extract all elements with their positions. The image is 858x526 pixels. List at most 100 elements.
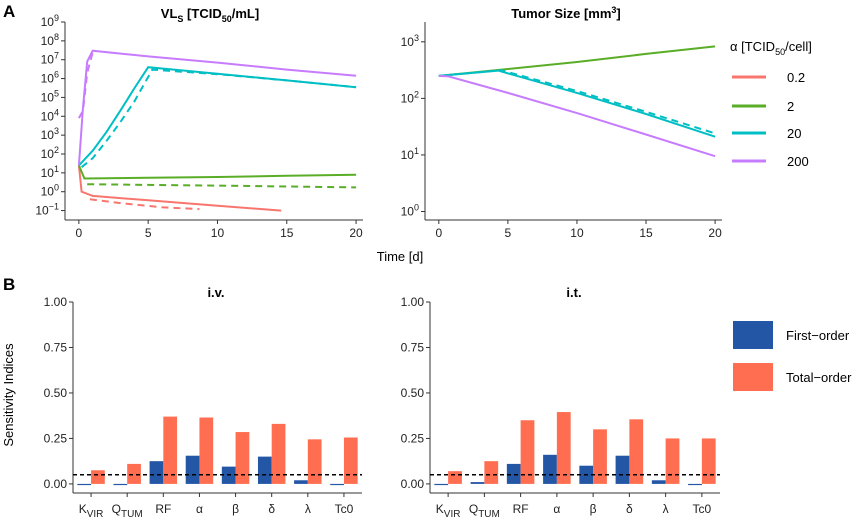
tumor-series-line bbox=[438, 69, 716, 138]
iv-category-label: QTUM bbox=[112, 502, 143, 520]
tumor-y-tick-label: 103 bbox=[401, 33, 419, 49]
iv-bar-first-order bbox=[149, 461, 164, 484]
alpha-legend-title-end: /cell] bbox=[785, 39, 812, 54]
iv-category-label: RF bbox=[155, 502, 171, 516]
it-y-tick-label: 0.50 bbox=[401, 386, 425, 400]
vl-series-line bbox=[77, 49, 357, 166]
iv-bar-first-order bbox=[77, 483, 92, 486]
vl-title-sub1: S bbox=[177, 14, 183, 24]
viral-load-chart: 10−1 100 101 102 103 104 105 106 107 108 109 0 5 10 15… bbox=[35, 13, 363, 240]
vl-x-tick-label: 5 bbox=[145, 226, 152, 240]
iv-y-tick-label: 0.00 bbox=[44, 477, 68, 491]
iv-bar-total-order bbox=[235, 432, 250, 484]
vl-chart-title: VLS [TCID50/mL] bbox=[161, 6, 259, 24]
vl-series-line bbox=[77, 165, 357, 180]
iv-bar-total-order bbox=[307, 439, 322, 484]
tumor-series-line bbox=[438, 74, 716, 158]
iv-bar-total-order bbox=[271, 423, 286, 484]
it-category-label: δ bbox=[626, 502, 633, 516]
vl-x-tick-label: 10 bbox=[211, 226, 225, 240]
vl-y-tick-label: 109 bbox=[41, 13, 59, 29]
vl-y-tick-label: 10−1 bbox=[35, 202, 59, 218]
it-bar-first-order bbox=[615, 455, 630, 484]
it-category-label: λ bbox=[663, 502, 669, 516]
it-sensitivity-chart: 0.00 0.25 0.50 0.75 1.00 KVIR QTUM RF α β δ λ Tc0 bbox=[401, 295, 720, 520]
tumor-y-tick-label: 102 bbox=[401, 89, 419, 105]
it-category-label: Tc0 bbox=[693, 502, 712, 516]
it-bar-total-order bbox=[484, 461, 499, 484]
tumor-chart-title: Tumor Size [mm3] bbox=[511, 5, 621, 21]
it-category-label: α bbox=[553, 502, 560, 516]
alpha-legend-label-0.2: 0.2 bbox=[787, 70, 805, 85]
tumor-x-tick-label: 15 bbox=[639, 226, 653, 240]
it-bar-first-order bbox=[434, 483, 449, 486]
tumor-y-tick-label: 100 bbox=[401, 203, 419, 219]
vl-y-tick-label: 105 bbox=[41, 88, 59, 104]
iv-y-tick-label: 1.00 bbox=[44, 295, 68, 309]
it-bar-total-order bbox=[448, 471, 462, 484]
iv-bar-first-order bbox=[257, 456, 272, 484]
first-order-legend-swatch bbox=[733, 321, 773, 349]
alpha-legend-label-20: 20 bbox=[787, 126, 801, 141]
it-category-label: QTUM bbox=[469, 502, 500, 520]
it-bar-total-order bbox=[556, 412, 571, 484]
panel-label-b: B bbox=[3, 275, 15, 294]
vl-title-sub2: 50 bbox=[222, 14, 232, 24]
tumor-x-tick-label: 5 bbox=[505, 226, 512, 240]
vl-series-line bbox=[89, 198, 200, 211]
it-bar-first-order bbox=[470, 482, 485, 484]
iv-category-label: Tc0 bbox=[335, 502, 354, 516]
iv-bar-first-order bbox=[294, 480, 308, 484]
it-bar-total-order bbox=[665, 438, 680, 484]
vl-title-mid: [TCID bbox=[183, 6, 221, 21]
iv-bar-first-order bbox=[185, 455, 200, 484]
vl-title-end: /mL] bbox=[232, 6, 259, 21]
it-bar-total-order bbox=[593, 429, 607, 484]
vl-y-tick-label: 106 bbox=[41, 70, 59, 86]
iv-sensitivity-chart: 0.00 0.25 0.50 0.75 1.00 KVIR QTUM RF α β δ λ Tc0 bbox=[44, 295, 362, 520]
iv-category-label: α bbox=[196, 502, 203, 516]
it-bar-total-order bbox=[629, 419, 644, 484]
first-order-legend-label: First−order bbox=[786, 328, 850, 343]
alpha-legend: α [TCID50/cell] 0.2 2 20 200 bbox=[730, 39, 812, 169]
iv-bar-total-order bbox=[163, 416, 178, 484]
it-y-tick-label: 0.75 bbox=[401, 340, 425, 354]
alpha-legend-title-sub: 50 bbox=[775, 47, 785, 57]
vl-y-tick-label: 101 bbox=[41, 164, 59, 180]
it-category-label: KVIR bbox=[436, 502, 461, 520]
tumor-title-main: Tumor Size [mm bbox=[511, 6, 611, 21]
it-bar-first-order bbox=[651, 480, 666, 484]
vl-x-tick-label: 15 bbox=[280, 226, 294, 240]
iv-bar-first-order bbox=[330, 483, 344, 486]
vl-series-line bbox=[87, 183, 357, 189]
iv-category-label: β bbox=[232, 502, 239, 516]
vl-title-main: VL bbox=[161, 6, 178, 21]
tumor-size-chart: 100 101 102 103 0 5 10 15 20 bbox=[401, 22, 722, 240]
tumor-title-sup: 3 bbox=[611, 5, 616, 15]
it-category-label: RF bbox=[513, 502, 529, 516]
iv-category-label: KVIR bbox=[79, 502, 104, 520]
it-bar-first-order bbox=[506, 463, 521, 484]
it-bar-total-order bbox=[520, 420, 535, 484]
iv-chart-title: i.v. bbox=[207, 285, 224, 300]
tumor-series-line bbox=[438, 69, 716, 135]
iv-bar-total-order bbox=[343, 437, 358, 484]
iv-y-tick-label: 0.25 bbox=[44, 431, 68, 445]
vl-y-tick-label: 108 bbox=[41, 32, 59, 48]
it-bar-total-order bbox=[701, 438, 716, 484]
alpha-legend-label-2: 2 bbox=[787, 99, 794, 114]
it-y-tick-label: 0.25 bbox=[401, 431, 425, 445]
iv-category-label: λ bbox=[305, 502, 311, 516]
iv-bar-total-order bbox=[91, 470, 105, 484]
vl-y-tick-label: 107 bbox=[41, 51, 59, 67]
vl-y-tick-label: 102 bbox=[41, 145, 59, 161]
tumor-x-tick-label: 0 bbox=[435, 226, 442, 240]
tumor-x-tick-label: 10 bbox=[570, 226, 584, 240]
vl-series-line bbox=[80, 68, 357, 168]
vl-y-tick-label: 100 bbox=[41, 183, 59, 199]
alpha-legend-label-200: 200 bbox=[787, 154, 809, 169]
total-order-legend-label: Total−order bbox=[786, 370, 852, 385]
iv-y-tick-label: 0.50 bbox=[44, 386, 68, 400]
vl-series-line bbox=[77, 165, 282, 212]
